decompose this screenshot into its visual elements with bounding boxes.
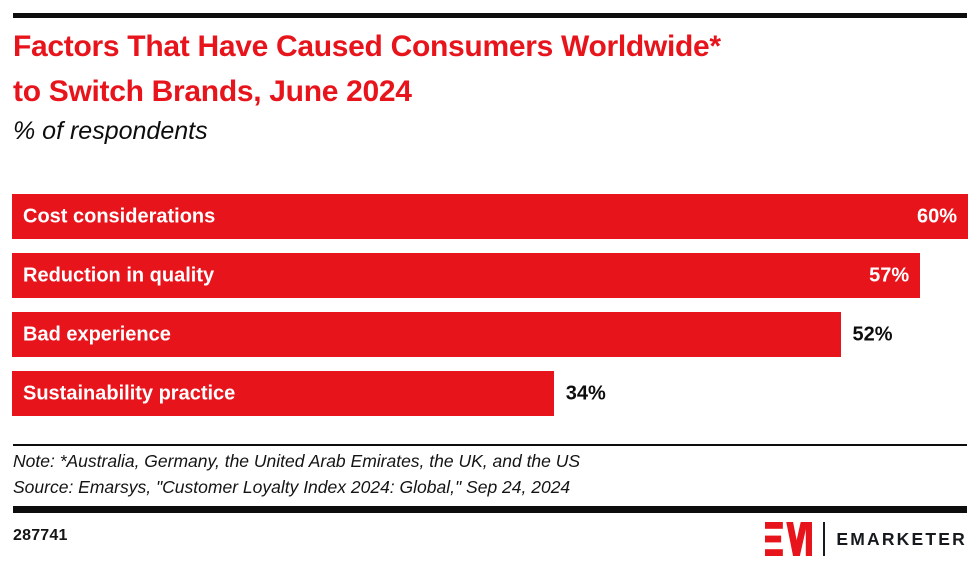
bar-row: Bad experience 52% — [12, 312, 968, 357]
bar-row: 57% Reduction in quality — [12, 253, 968, 298]
bar-fill: 60% — [12, 194, 968, 239]
chart-title-line2: to Switch Brands, June 2024 — [13, 75, 412, 108]
bar-row: Sustainability practice 34% — [12, 371, 968, 416]
source-text: Source: Emarsys, "Customer Loyalty Index… — [13, 477, 571, 497]
bar-value-label: 52% — [852, 323, 893, 345]
em-logo-icon — [764, 522, 813, 556]
bar-row: 60% Cost considerations — [12, 194, 968, 239]
chart-subtitle: % of respondents — [13, 117, 208, 145]
bar-fill — [12, 312, 841, 357]
bar-value-label: 60% — [916, 205, 957, 227]
bar-chart: 60% Cost considerations 57% Reduction in qu… — [12, 194, 968, 430]
note-text: Note: *Australia, Germany, the United Ar… — [13, 451, 581, 471]
bar-fill — [12, 371, 554, 416]
bar-category-label: Bad experience — [23, 323, 171, 345]
note-separator-rule — [13, 444, 967, 446]
logo-divider — [823, 522, 826, 556]
emarketer-logo: EMARKETER — [764, 521, 967, 557]
chart-id: 287741 — [13, 527, 68, 544]
brand-wordmark: EMARKETER — [836, 529, 967, 549]
bottom-rule — [13, 506, 967, 513]
bar-fill: 57% — [12, 253, 921, 298]
top-rule — [13, 13, 967, 18]
bar-category-label: Sustainability practice — [23, 382, 236, 404]
bar-category-label: Cost considerations — [23, 205, 216, 227]
bar-value-label: 34% — [565, 382, 606, 404]
bar-value-label: 57% — [869, 264, 910, 286]
chart-title-line1: Factors That Have Caused Consumers World… — [13, 30, 721, 63]
bar-category-label: Reduction in quality — [23, 264, 215, 286]
chart-title: Factors That Have Caused Consumers World… — [13, 24, 973, 114]
